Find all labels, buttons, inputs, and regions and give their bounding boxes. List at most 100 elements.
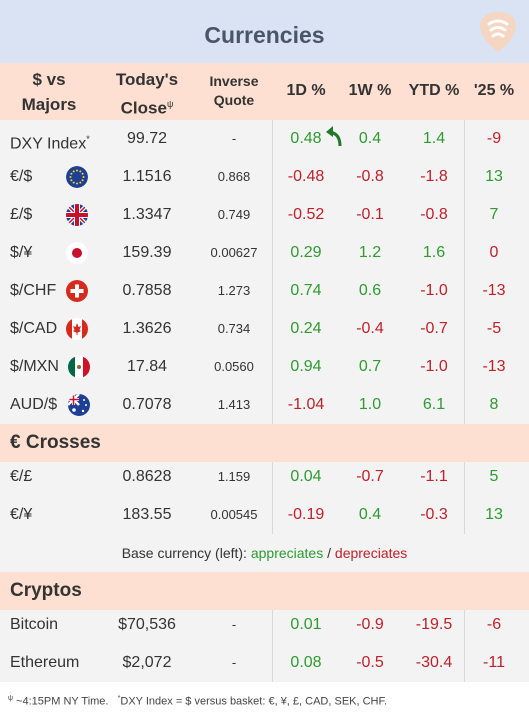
y25-change: -9 [486,130,502,147]
table-row: £/$ 1.3347 0.749 -0.52 -0.1 -0.8 7 [0,196,529,234]
ytd-change: -0.8 [420,206,448,223]
ytd-change: -1.0 [420,282,448,299]
1d-change: 0.04 [290,468,322,485]
table-row: €/£ 0.8628 1.159 0.04 -0.7 -1.1 5 [0,458,529,496]
inverse-value: - [231,655,237,670]
1w-change: 0.4 [358,506,382,523]
y25-change: -5 [486,320,502,337]
table-row: $/MXN 17.84 0.0560 0.94 0.7 -1.0 -13 [0,348,529,386]
pair-name: AUD/$ [10,396,58,413]
y25-change: -13 [482,358,506,375]
separator [272,120,273,424]
1w-change: -0.9 [356,616,384,633]
close-value: 1.3347 [122,206,172,223]
y25-change: 13 [485,506,503,523]
1d-change: 0.24 [290,320,322,337]
col-25: '25 % [473,82,515,99]
ytd-change: -1.0 [420,358,448,375]
pair-name: $/CHF [10,282,57,299]
guitar-pick-logo [480,12,516,52]
pair-name: €/£ [10,468,33,485]
table-row: $/¥ 159.39 0.00627 0.29 1.2 1.6 0 [0,234,529,272]
column-header-row: $ vs Majors Today's Closeψ Inverse Quote 1D… [0,63,529,120]
close-value: 99.72 [126,130,168,147]
section-header-cryptos: Cryptos [0,572,529,610]
ytd-change: 6.1 [422,396,446,413]
ytd-change: 1.4 [422,130,446,147]
ytd-change: -1.1 [420,468,448,485]
mexico-flag-icon [68,356,90,378]
close-value: 1.1516 [122,168,172,185]
col-inverse: Inverse Quote [209,73,259,108]
eu-flag-icon [66,166,88,188]
col-1d: 1D % [286,82,326,99]
1w-change: 0.7 [358,358,382,375]
pair-name: €/¥ [10,506,33,523]
inverse-value: 0.868 [217,169,251,184]
color-legend: Base currency (left): appreciates / depr… [121,545,408,561]
col-close: Today's Closeψ [115,70,179,118]
1w-change: 0.6 [358,282,382,299]
1w-change: -0.7 [356,468,384,485]
pair-name: £/$ [10,206,33,223]
crosses-body [0,458,529,572]
pair-name: €/$ [10,168,33,185]
1d-change: 0.29 [290,244,322,261]
pair-name: DXY Index* [10,134,90,153]
close-value: 159.39 [122,244,172,261]
1d-change: -0.48 [287,168,325,185]
inverse-value: 0.734 [217,321,251,336]
col-pair: $ vs Majors [21,70,77,114]
1w-change: 1.0 [358,396,382,413]
footnotes: ψ ~4:15PM NY Time. *DXY Index = $ versus… [8,695,388,708]
ytd-change: 1.6 [422,244,446,261]
close-value: $2,072 [122,654,172,671]
inverse-value: 0.749 [217,207,251,222]
canada-flag-icon [66,318,88,340]
col-1w: 1W % [348,82,392,99]
cryptos-body [0,606,529,682]
1w-change: 1.2 [358,244,382,261]
ytd-change: -30.4 [415,654,453,671]
table-row: Ethereum $2,072 - 0.08 -0.5 -30.4 -11 [0,644,529,682]
separator [464,606,465,682]
page-title: Currencies [204,22,325,48]
inverse-value: 1.159 [217,469,251,484]
1w-change: -0.1 [356,206,384,223]
1d-change: -1.04 [287,396,325,413]
pair-name: $/CAD [10,320,58,337]
close-value: 0.7078 [122,396,172,413]
table-row: AUD/$ 0.7078 1.413 -1.04 1.0 6.1 8 [0,386,529,424]
ytd-change: -0.7 [420,320,448,337]
majors-body [0,120,529,424]
table-row: €/¥ 183.55 0.00545 -0.19 0.4 -0.3 13 [0,496,529,534]
uk-flag-icon [66,204,88,226]
y25-change: -13 [482,282,506,299]
separator [272,458,273,534]
y25-change: 7 [489,206,499,223]
legend-depreciates: depreciates [334,545,408,561]
separator [464,120,465,424]
asset-name: Ethereum [10,654,80,671]
separator [464,458,465,534]
y25-change: -6 [486,616,502,633]
close-value: 0.7858 [122,282,172,299]
1d-change: -0.52 [287,206,325,223]
table-row: Bitcoin $70,536 - 0.01 -0.9 -19.5 -6 [0,606,529,644]
section-title: € Crosses [10,432,101,453]
table-row: $/CHF 0.7858 1.273 0.74 0.6 -1.0 -13 [0,272,529,310]
y25-change: 8 [489,396,499,413]
1w-change: -0.5 [356,654,384,671]
y25-change: 5 [489,468,499,485]
asset-name: Bitcoin [10,616,59,633]
1w-change: 0.4 [358,130,382,147]
ytd-change: -0.3 [420,506,448,523]
australia-flag-icon [68,394,90,416]
table-row: DXY Index* 99.72 - 0.48 0.4 1.4 -9 [0,120,529,158]
section-header-crosses: € Crosses [0,424,529,462]
1w-change: -0.4 [356,320,384,337]
1d-change: 0.48 [290,130,322,147]
inverse-value: 1.413 [217,397,251,412]
section-title: Cryptos [10,580,82,601]
pair-name: $/MXN [10,358,59,375]
